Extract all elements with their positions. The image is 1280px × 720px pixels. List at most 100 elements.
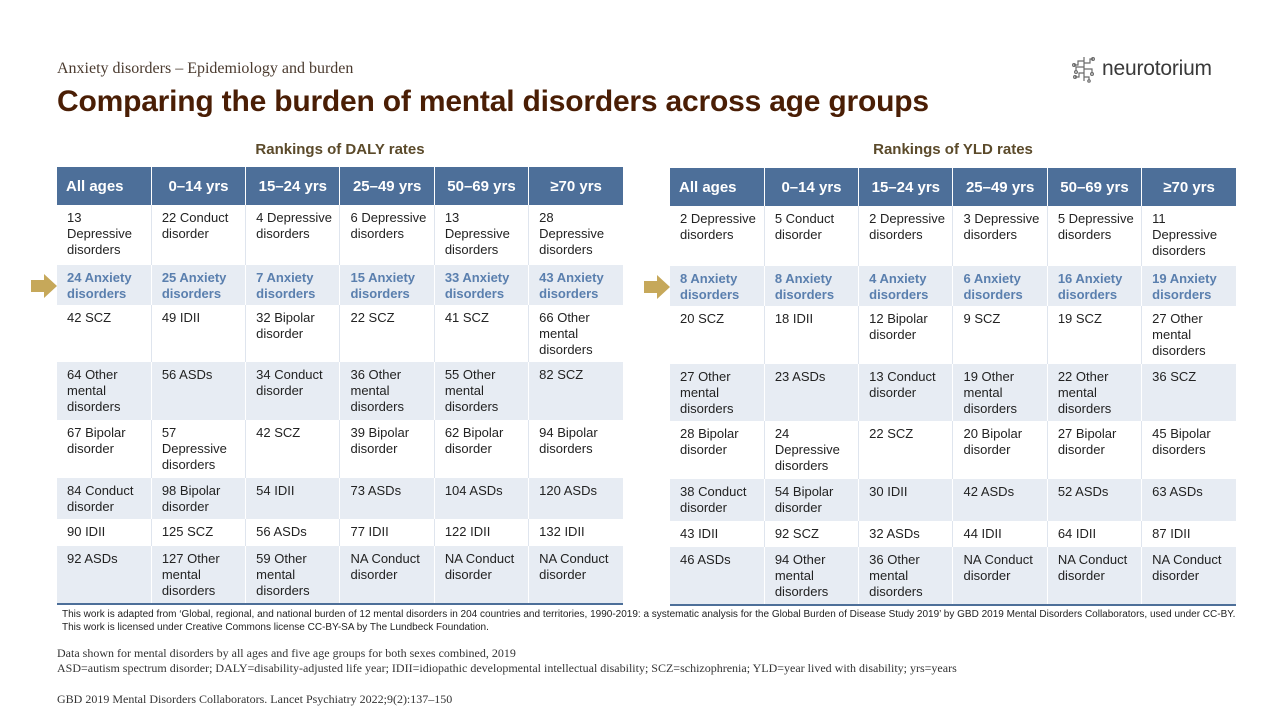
table-cell: 13 Depressive disorders [57, 205, 152, 265]
table-cell: 20 SCZ [670, 306, 765, 364]
table-cell: 11 Depressive disorders [1141, 206, 1236, 266]
table-cell: 42 SCZ [245, 420, 341, 478]
table-cell: 8 Anxiety disorders [764, 266, 860, 306]
table-cell: NA Conduct disorder [434, 546, 530, 604]
table-cell: 57 Depressive disorders [151, 420, 247, 478]
table-cell: 94 Bipolar disorders [528, 420, 623, 478]
table-cell: 27 Bipolar disorder [1047, 421, 1143, 479]
table-cell: NA Conduct disorder [339, 546, 435, 604]
table-cell: 84 Conduct disorder [57, 478, 152, 519]
table-cell: 19 Other mental disorders [952, 364, 1048, 421]
table-row: 20 SCZ 18 IDII 12 Bipolar disorder 9 SCZ… [670, 306, 1236, 364]
table-cell: 8 Anxiety disorders [670, 266, 765, 306]
abbreviations-note: ASD=autism spectrum disorder; DALY=disab… [57, 661, 957, 675]
column-header: 25–49 yrs [952, 168, 1048, 206]
table-cell: 125 SCZ [151, 519, 247, 546]
column-header: 0–14 yrs [764, 168, 860, 206]
table-cell: 2 Depressive disorders [858, 206, 954, 266]
table-cell: 22 Other mental disorders [1047, 364, 1143, 421]
table-cell: 73 ASDs [339, 478, 435, 519]
table-cell: NA Conduct disorder [1047, 547, 1143, 605]
table-cell: 7 Anxiety disorders [245, 265, 341, 305]
license-credit: This work is adapted from ‘Global, regio… [62, 609, 1236, 633]
table-cell: 36 Other mental disorders [858, 547, 954, 605]
table-cell: 54 IDII [245, 478, 341, 519]
table-cell: 120 ASDs [528, 478, 623, 519]
table-cell: 6 Anxiety disorders [952, 266, 1048, 306]
table-cell: 82 SCZ [528, 362, 623, 420]
page-title: Comparing the burden of mental disorders… [57, 85, 929, 118]
table-cell: 55 Other mental disorders [434, 362, 530, 420]
table-row: 64 Other mental disorders 56 ASDs 34 Con… [57, 362, 623, 420]
table-cell: 64 IDII [1047, 521, 1143, 547]
table-cell: 28 Bipolar disorder [670, 421, 765, 479]
table-cell: 92 ASDs [57, 546, 152, 604]
arrow-right-icon [31, 274, 57, 298]
table-row: 38 Conduct disorder 54 Bipolar disorder … [670, 479, 1236, 521]
table-cell: 12 Bipolar disorder [858, 306, 954, 364]
table-cell: 92 SCZ [764, 521, 860, 547]
table-cell: 24 Anxiety disorders [57, 265, 152, 305]
table-cell: 54 Bipolar disorder [764, 479, 860, 521]
brand-name: neurotorium [1102, 57, 1212, 80]
table-cell: 22 SCZ [858, 421, 954, 479]
table-cell: 18 IDII [764, 306, 860, 364]
table-cell: 3 Depressive disorders [952, 206, 1048, 266]
column-header: ≥70 yrs [1141, 168, 1236, 206]
table-cell: 77 IDII [339, 519, 435, 546]
daly-table-heading: Rankings of DALY rates [255, 141, 425, 158]
brand-logo: neurotorium [1071, 54, 1212, 84]
daly-rankings-table: All ages 0–14 yrs 15–24 yrs 25–49 yrs 50… [57, 167, 623, 605]
table-cell: 36 Other mental disorders [339, 362, 435, 420]
column-header: 0–14 yrs [151, 167, 247, 205]
table-cell: 4 Anxiety disorders [858, 266, 954, 306]
table-row: 90 IDII 125 SCZ 56 ASDs 77 IDII 122 IDII… [57, 519, 623, 546]
table-cell: 52 ASDs [1047, 479, 1143, 521]
table-cell: 87 IDII [1141, 521, 1236, 547]
table-cell: 32 Bipolar disorder [245, 305, 341, 362]
table-cell: 13 Depressive disorders [434, 205, 530, 265]
column-header: ≥70 yrs [528, 167, 623, 205]
table-cell: 20 Bipolar disorder [952, 421, 1048, 479]
table-cell: 5 Conduct disorder [764, 206, 860, 266]
reference-citation: GBD 2019 Mental Disorders Collaborators.… [57, 692, 453, 706]
table-cell: 104 ASDs [434, 478, 530, 519]
table-cell: 28 Depressive disorders [528, 205, 623, 265]
table-cell: 56 ASDs [151, 362, 247, 420]
table-cell: 6 Depressive disorders [339, 205, 435, 265]
table-cell: 42 SCZ [57, 305, 152, 362]
table-cell: 27 Other mental disorders [670, 364, 765, 421]
table-cell: 33 Anxiety disorders [434, 265, 530, 305]
column-header: All ages [670, 168, 765, 206]
table-cell: 4 Depressive disorders [245, 205, 341, 265]
table-cell: 56 ASDs [245, 519, 341, 546]
table-row: 27 Other mental disorders 23 ASDs 13 Con… [670, 364, 1236, 421]
table-row: 92 ASDs 127 Other mental disorders 59 Ot… [57, 546, 623, 604]
table-row: 13 Depressive disorders 22 Conduct disor… [57, 205, 623, 265]
table-row: 84 Conduct disorder 98 Bipolar disorder … [57, 478, 623, 519]
table-header-row: All ages 0–14 yrs 15–24 yrs 25–49 yrs 50… [57, 167, 623, 205]
table-cell: 43 Anxiety disorders [528, 265, 623, 305]
column-header: 15–24 yrs [245, 167, 341, 205]
table-cell: 5 Depressive disorders [1047, 206, 1143, 266]
table-cell: 98 Bipolar disorder [151, 478, 247, 519]
table-cell: 2 Depressive disorders [670, 206, 765, 266]
table-cell: 30 IDII [858, 479, 954, 521]
table-cell: NA Conduct disorder [1141, 547, 1236, 605]
table-row: 43 IDII 92 SCZ 32 ASDs 44 IDII 64 IDII 8… [670, 521, 1236, 547]
table-cell: 41 SCZ [434, 305, 530, 362]
table-cell: 46 ASDs [670, 547, 765, 605]
table-row-anxiety: 24 Anxiety disorders 25 Anxiety disorder… [57, 265, 623, 305]
table-cell: 9 SCZ [952, 306, 1048, 364]
table-header-row: All ages 0–14 yrs 15–24 yrs 25–49 yrs 50… [670, 168, 1236, 206]
table-cell: 27 Other mental disorders [1141, 306, 1236, 364]
table-cell: NA Conduct disorder [528, 546, 623, 604]
yld-table-heading: Rankings of YLD rates [873, 141, 1033, 158]
column-header: 50–69 yrs [434, 167, 530, 205]
table-cell: 43 IDII [670, 521, 765, 547]
table-cell: 19 SCZ [1047, 306, 1143, 364]
deck-subtitle: Anxiety disorders – Epidemiology and bur… [57, 60, 354, 77]
table-cell: 22 SCZ [339, 305, 435, 362]
column-header: All ages [57, 167, 152, 205]
table-cell: 23 ASDs [764, 364, 860, 421]
